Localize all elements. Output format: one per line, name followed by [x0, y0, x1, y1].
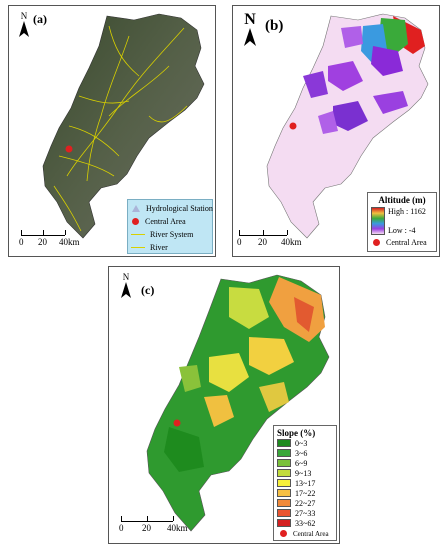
river-network: [53, 25, 188, 232]
color-swatch: [277, 479, 291, 487]
legend-high: High : 1162: [388, 207, 426, 216]
slope-patches: [164, 277, 325, 472]
panel-c-label: (c): [141, 283, 155, 297]
legend-title: Altitude (m): [378, 195, 426, 205]
scale-bar: 0 20 40km: [19, 230, 101, 250]
panel-a-satellite-map: (a) N 0 20 40km Hydrological Station Cen…: [8, 5, 216, 257]
line-icon: [131, 234, 145, 235]
legend-a: Hydrological Station Central Area River …: [127, 199, 213, 254]
central-area-marker: [65, 145, 73, 153]
legend-item-slope-class: 17~22: [277, 488, 333, 498]
color-swatch: [277, 449, 291, 457]
legend-item-slope-class: 27~33: [277, 508, 333, 518]
north-label: N: [244, 11, 256, 28]
color-swatch: [277, 489, 291, 497]
legend-b: Altitude (m) High : 1162 Low : -4 Centra…: [367, 192, 437, 252]
relief-patches: [303, 16, 425, 134]
dot-icon: [373, 239, 380, 246]
legend-item-slope-class: 0~3: [277, 438, 333, 448]
north-arrow-icon: [244, 28, 256, 46]
north-label: N: [20, 11, 28, 21]
altitude-color-ramp: [371, 207, 385, 235]
legend-item-central-area: Central Area: [128, 215, 212, 228]
north-arrow-icon: [121, 282, 131, 298]
legend-c: Slope (%) 0~3 3~6 6~9 9~13 13~17 17~22 22~27 27…: [273, 425, 337, 541]
legend-item-central-area: Central Area: [371, 236, 433, 249]
satellite-map-svg: [42, 13, 205, 239]
color-swatch: [277, 509, 291, 517]
dot-icon: [280, 530, 287, 537]
legend-item-slope-class: 33~62: [277, 518, 333, 528]
legend-low: Low : -4: [388, 226, 416, 235]
color-swatch: [277, 499, 291, 507]
triangle-icon: [132, 205, 140, 212]
dot-icon: [132, 218, 139, 225]
legend-item-central-area: Central Area: [277, 528, 333, 539]
legend-item-river-system: River System: [128, 228, 212, 241]
legend-item-slope-class: 6~9: [277, 458, 333, 468]
color-swatch: [277, 519, 291, 527]
legend-item-hydrological-station: Hydrological Station: [128, 202, 213, 215]
legend-item-slope-class: 13~17: [277, 478, 333, 488]
north-arrow: N: [13, 12, 35, 42]
scale-bar: 0 20 40km: [237, 230, 319, 250]
color-swatch: [277, 439, 291, 447]
central-area-marker: [173, 419, 181, 427]
panel-a-label: (a): [33, 12, 47, 26]
slope-class-list: 0~3 3~6 6~9 9~13 13~17 17~22 22~27 27~33 33~62: [277, 438, 333, 528]
legend-item-slope-class: 22~27: [277, 498, 333, 508]
panel-b-altitude-map: (b) N 0 20 40km Altitude (m) High : 1162…: [232, 5, 440, 257]
slope-map-svg: [146, 274, 330, 532]
central-area-marker: [289, 122, 297, 130]
altitude-map-svg: [266, 13, 429, 239]
legend-item-river: River: [128, 241, 212, 254]
study-area-satellite: [42, 13, 205, 239]
north-arrow-icon: [19, 21, 29, 37]
line-icon: [131, 247, 145, 248]
north-label: N: [122, 272, 130, 282]
north-arrow: N: [239, 12, 261, 51]
legend-item-slope-class: 3~6: [277, 448, 333, 458]
legend-title: Slope (%): [277, 428, 316, 438]
panel-c-slope-map: (c) N 0 20 40km Slope (%) 0~3 3~6 6~9 9~13 1…: [108, 266, 340, 544]
legend-item-slope-class: 9~13: [277, 468, 333, 478]
color-swatch: [277, 459, 291, 467]
scale-bar: 0 20 40km: [119, 516, 201, 536]
north-arrow: N: [115, 273, 137, 303]
color-swatch: [277, 469, 291, 477]
panel-b-label: (b): [265, 18, 284, 34]
